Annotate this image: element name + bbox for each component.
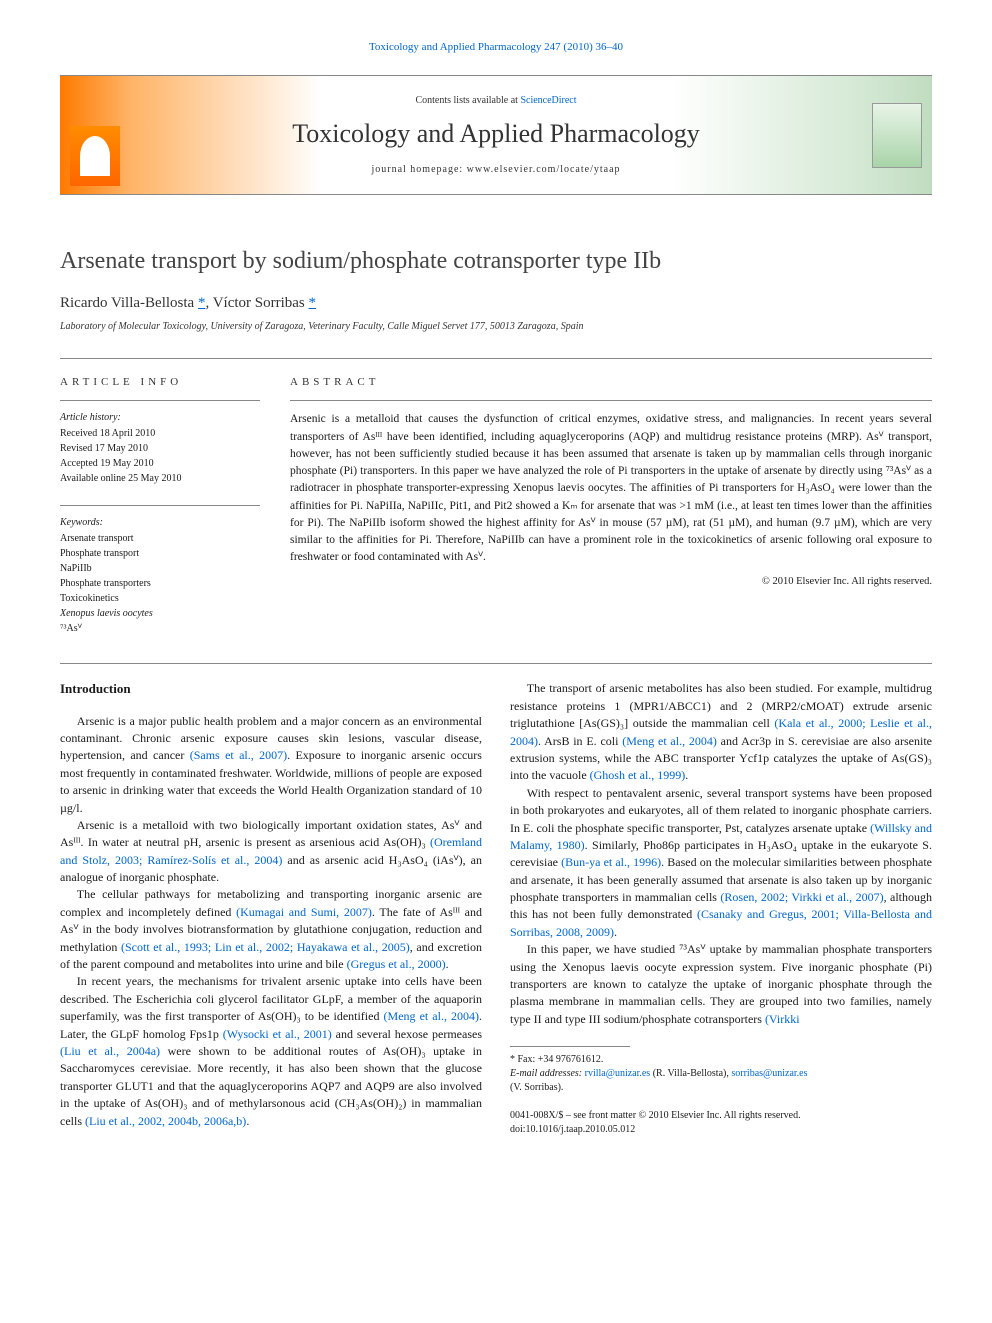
abstract-col: ABSTRACT Arsenic is a metalloid that cau… <box>290 375 932 637</box>
cite-ghosh-1999[interactable]: (Ghosh et al., 1999) <box>590 768 686 782</box>
journal-banner: Contents lists available at ScienceDirec… <box>60 75 932 195</box>
email-who-2: (V. Sorribas). <box>510 1081 932 1095</box>
keyword-7: ⁷³Asⱽ <box>60 622 260 636</box>
journal-cover-thumb <box>862 76 932 194</box>
author-2: Víctor Sorribas <box>213 295 305 311</box>
p5-text-m: . ArsB in E. coli <box>538 734 622 748</box>
abstract-text: Arsenic is a metalloid that causes the d… <box>290 411 932 566</box>
footnotes: * Fax: +34 976761612. E-mail addresses: … <box>510 1053 932 1095</box>
paragraph-7: In this paper, we have studied ⁷³Asⱽ upt… <box>510 941 932 1028</box>
corresponding-mark-2[interactable]: * <box>309 295 317 311</box>
revised-date: Revised 17 May 2010 <box>60 442 260 456</box>
p2-text-a: Arsenic is a metalloid with two biologic… <box>60 818 482 849</box>
keyword-3: NaPiIIb <box>60 562 260 576</box>
cite-kumagai-2007[interactable]: (Kumagai and Sumi, 2007) <box>236 905 372 919</box>
keywords-label: Keywords: <box>60 516 260 530</box>
abstract-heading: ABSTRACT <box>290 375 932 390</box>
email-link-2[interactable]: sorribas@unizar.es <box>731 1068 807 1079</box>
p3-text-e: . <box>446 957 449 971</box>
introduction-heading: Introduction <box>60 680 482 698</box>
doi-line: doi:10.1016/j.taap.2010.05.012 <box>510 1123 932 1137</box>
p6-text-e: . <box>614 925 617 939</box>
cite-meng-2004b[interactable]: (Meng et al., 2004) <box>622 734 717 748</box>
abstract-divider <box>290 400 932 401</box>
accepted-date: Accepted 19 May 2010 <box>60 457 260 471</box>
online-date: Available online 25 May 2010 <box>60 472 260 486</box>
email-who-1: (R. Villa-Bellosta), <box>650 1068 731 1079</box>
email-link-1[interactable]: rvilla@unizar.es <box>585 1068 651 1079</box>
journal-homepage: journal homepage: www.elsevier.com/locat… <box>371 163 620 177</box>
p4-text-e: . <box>246 1114 249 1128</box>
keyword-4: Phosphate transporters <box>60 577 260 591</box>
elsevier-logo-icon <box>70 126 120 186</box>
paragraph-3: The cellular pathways for metabolizing a… <box>60 886 482 973</box>
publisher-logo <box>60 76 130 194</box>
email-label: E-mail addresses: <box>510 1068 585 1079</box>
paragraph-4: In recent years, the mechanisms for triv… <box>60 973 482 1130</box>
cite-rosen-2002[interactable]: (Rosen, 2002; Virkki et al., 2007) <box>720 890 883 904</box>
article-info-heading: ARTICLE INFO <box>60 375 260 390</box>
corresponding-fax: * Fax: +34 976761612. <box>510 1053 932 1067</box>
authors-line: Ricardo Villa-Bellosta *, Víctor Sorriba… <box>60 293 932 314</box>
info-divider-1 <box>60 400 260 401</box>
banner-center: Contents lists available at ScienceDirec… <box>130 76 862 194</box>
info-abstract-row: ARTICLE INFO Article history: Received 1… <box>60 375 932 637</box>
p4-text-m2: and several hexose permeases <box>332 1027 482 1041</box>
footer-matter: 0041-008X/$ – see front matter © 2010 El… <box>510 1109 932 1137</box>
history-label: Article history: <box>60 411 260 425</box>
page-container: Toxicology and Applied Pharmacology 247 … <box>0 0 992 1177</box>
contents-available-line: Contents lists available at ScienceDirec… <box>415 94 576 108</box>
front-matter-line: 0041-008X/$ – see front matter © 2010 El… <box>510 1109 932 1123</box>
cite-bunya-1996[interactable]: (Bun-ya et al., 1996) <box>561 855 661 869</box>
cite-sams-2007[interactable]: (Sams et al., 2007) <box>190 748 287 762</box>
keyword-6: Xenopus laevis oocytes <box>60 607 260 621</box>
info-divider-2 <box>60 505 260 506</box>
paragraph-6: With respect to pentavalent arsenic, sev… <box>510 785 932 942</box>
keyword-2: Phosphate transport <box>60 547 260 561</box>
divider-bottom <box>60 663 932 664</box>
paragraph-1: Arsenic is a major public health problem… <box>60 713 482 817</box>
cite-scott-1993[interactable]: (Scott et al., 1993; Lin et al., 2002; H… <box>121 940 410 954</box>
author-1: Ricardo Villa-Bellosta <box>60 295 194 311</box>
paragraph-5: The transport of arsenic metabolites has… <box>510 680 932 784</box>
paragraph-2: Arsenic is a metalloid with two biologic… <box>60 817 482 887</box>
p6-text-a: With respect to pentavalent arsenic, sev… <box>510 786 932 835</box>
cite-liu-2002[interactable]: (Liu et al., 2002, 2004b, 2006a,b) <box>85 1114 246 1128</box>
corresponding-mark-1[interactable]: * <box>198 295 206 311</box>
keyword-5: Toxicokinetics <box>60 592 260 606</box>
cite-meng-2004[interactable]: (Meng et al., 2004) <box>384 1009 479 1023</box>
keyword-1: Arsenate transport <box>60 532 260 546</box>
cite-wysocki-2001[interactable]: (Wysocki et al., 2001) <box>223 1027 332 1041</box>
article-title: Arsenate transport by sodium/phosphate c… <box>60 245 932 279</box>
sciencedirect-link[interactable]: ScienceDirect <box>520 95 576 106</box>
elsevier-tree-icon <box>80 136 110 176</box>
cite-virkki[interactable]: (Virkki <box>765 1012 800 1026</box>
email-line: E-mail addresses: rvilla@unizar.es (R. V… <box>510 1067 932 1081</box>
article-info-col: ARTICLE INFO Article history: Received 1… <box>60 375 260 637</box>
received-date: Received 18 April 2010 <box>60 427 260 441</box>
footnote-rule <box>510 1046 630 1047</box>
cover-image-icon <box>872 103 922 168</box>
body-columns: Introduction Arsenic is a major public h… <box>60 680 932 1137</box>
p7-text-a: In this paper, we have studied ⁷³Asⱽ upt… <box>510 942 932 1026</box>
header-citation: Toxicology and Applied Pharmacology 247 … <box>60 40 932 55</box>
divider-top <box>60 358 932 359</box>
cite-liu-2004a[interactable]: (Liu et al., 2004a) <box>60 1044 160 1058</box>
affiliation: Laboratory of Molecular Toxicology, Univ… <box>60 320 932 334</box>
cite-gregus-2000[interactable]: (Gregus et al., 2000) <box>347 957 446 971</box>
p5-text-e: . <box>685 768 688 782</box>
contents-prefix: Contents lists available at <box>415 95 520 106</box>
abstract-copyright: © 2010 Elsevier Inc. All rights reserved… <box>290 575 932 590</box>
journal-name: Toxicology and Applied Pharmacology <box>292 116 700 152</box>
